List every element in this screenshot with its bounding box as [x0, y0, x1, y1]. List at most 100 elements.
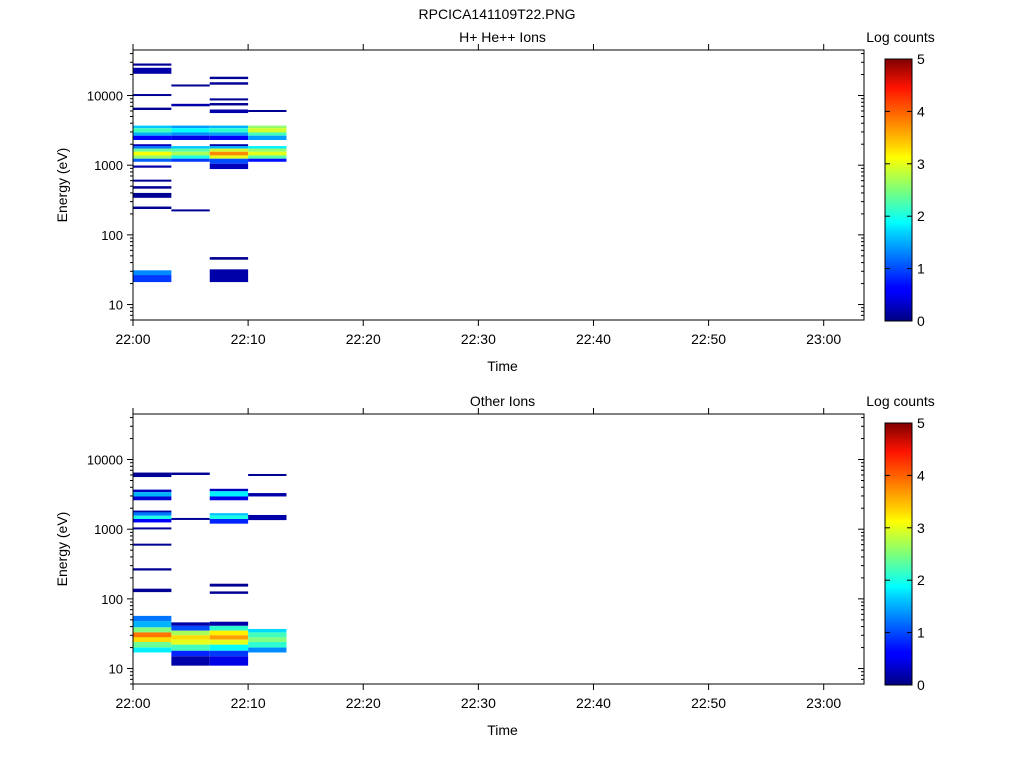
- x-tick-label: 22:20: [346, 331, 381, 347]
- y-tick-label: 100: [101, 228, 123, 243]
- heatmap-cell: [209, 82, 249, 85]
- heatmap-cell: [133, 637, 172, 643]
- heatmap-cell: [171, 630, 210, 636]
- heatmap-cell: [209, 513, 249, 516]
- heatmap-cell: [248, 109, 287, 112]
- heatmap-cell: [209, 519, 249, 524]
- colorbar-tick-label: 5: [917, 51, 925, 67]
- y-tick-label: 10000: [87, 453, 123, 468]
- heatmap-cell: [209, 155, 249, 159]
- x-tick-label: 22:20: [346, 695, 381, 711]
- heatmap-cell: [209, 639, 249, 645]
- heatmap-cell: [133, 527, 172, 530]
- heatmap-cell: [209, 491, 249, 497]
- heatmap-cell: [133, 621, 172, 628]
- heatmap-cell: [209, 591, 249, 594]
- heatmap-cell: [133, 206, 172, 210]
- heatmap-cell: [171, 650, 210, 657]
- colorbar-tick-label: 4: [917, 103, 925, 119]
- heatmap-cell: [171, 209, 210, 212]
- heatmap-cell: [209, 496, 249, 501]
- heatmap-cell: [133, 512, 172, 516]
- x-tick-label: 23:00: [806, 695, 841, 711]
- colorbar-tick-label: 5: [917, 415, 925, 431]
- heatmap-cell: [171, 125, 210, 129]
- x-tick-label: 22:00: [115, 695, 150, 711]
- colorbar-tick-label: 3: [917, 156, 925, 172]
- heatmap-cell: [248, 151, 287, 156]
- heatmap-cell: [209, 269, 249, 283]
- heatmap-cell: [248, 628, 287, 633]
- x-tick-label: 22:50: [691, 331, 726, 347]
- y-tick-label: 10000: [87, 89, 123, 104]
- heatmap-cell: [171, 639, 210, 645]
- heatmap-cell: [171, 644, 210, 651]
- colorbar-tick-label: 0: [917, 677, 925, 693]
- heatmap-cell: [133, 158, 172, 162]
- heatmap-cell: [133, 146, 172, 149]
- heatmap-cell: [133, 155, 172, 159]
- heatmap-cell: [133, 132, 172, 136]
- y-tick-label: 10: [109, 662, 123, 677]
- heatmap-cell: [248, 642, 287, 648]
- heatmap-cell: [133, 165, 172, 168]
- heatmap-cell: [171, 625, 210, 631]
- heatmap-cell: [209, 656, 249, 666]
- colorbar-tick-label: 0: [917, 313, 925, 329]
- heatmap-cell: [248, 158, 287, 162]
- heatmap-cell: [133, 192, 172, 198]
- heatmap-cell: [209, 135, 249, 140]
- figure-title: RPCICA141109T22.PNG: [419, 6, 576, 22]
- heatmap-cell: [248, 155, 287, 159]
- heatmap-cell: [248, 647, 287, 653]
- colorbar-tick-label: 2: [917, 208, 925, 224]
- heatmap-cell: [133, 510, 172, 513]
- heatmap-cell: [133, 63, 172, 66]
- heatmap-cell: [133, 543, 172, 546]
- colorbar-tick-label: 2: [917, 572, 925, 588]
- colorbar-tick-label: 1: [917, 261, 925, 277]
- heatmap-cell: [248, 514, 287, 521]
- x-tick-label: 22:30: [461, 331, 496, 347]
- heatmap-cell: [133, 492, 172, 497]
- y-tick-label: 1000: [94, 158, 123, 173]
- heatmap-cell: [248, 148, 287, 152]
- heatmap-cell: [171, 622, 210, 626]
- x-tick-label: 22:10: [231, 331, 266, 347]
- heatmap-cell: [171, 132, 210, 136]
- y-tick-label: 10: [109, 298, 123, 313]
- heatmap-cell: [133, 568, 172, 571]
- heatmap-cell: [133, 519, 172, 523]
- heatmap-cell: [133, 67, 172, 74]
- heatmap-cell: [209, 650, 249, 657]
- y-tick-label: 1000: [94, 522, 123, 537]
- heatmap-cell: [209, 488, 249, 492]
- chart-title: Other Ions: [470, 393, 535, 409]
- y-axis-label: Energy (eV): [54, 512, 70, 587]
- heatmap-cell: [209, 128, 249, 133]
- colorbar-label: Log counts: [866, 29, 935, 45]
- heatmap-cell: [248, 128, 287, 133]
- heatmap-cell: [171, 656, 210, 666]
- heatmap-cell: [133, 642, 172, 648]
- x-tick-label: 22:50: [691, 695, 726, 711]
- heatmap-cell: [209, 621, 249, 626]
- heatmap-cell: [133, 472, 172, 478]
- colorbar: [884, 58, 913, 322]
- heatmap-cell: [248, 473, 287, 476]
- x-tick-label: 23:00: [806, 331, 841, 347]
- x-axis-label: Time: [487, 722, 518, 738]
- x-tick-label: 22:40: [576, 695, 611, 711]
- heatmap-cell: [209, 109, 249, 114]
- y-axis-label: Energy (eV): [54, 148, 70, 223]
- chart-title: H+ He++ Ions: [459, 29, 546, 45]
- heatmap-cell: [171, 472, 210, 475]
- heatmap-cell: [209, 144, 249, 147]
- heatmap-cell: [171, 146, 210, 149]
- heatmap-cell: [133, 151, 172, 156]
- heatmap-cell: [171, 635, 210, 640]
- heatmap-cell: [209, 146, 249, 149]
- heatmap-cell: [133, 135, 172, 140]
